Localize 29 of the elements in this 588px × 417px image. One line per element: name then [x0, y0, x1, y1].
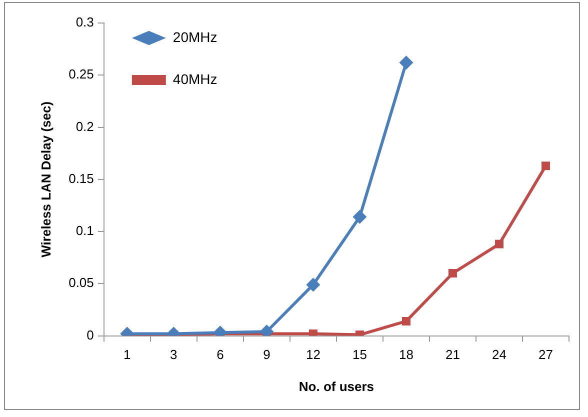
- y-axis-title: Wireless LAN Delay (sec): [38, 101, 54, 258]
- y-tick-label: 0.2: [76, 118, 94, 134]
- x-tick-label: 24: [492, 347, 506, 362]
- x-tick-label: 12: [306, 347, 320, 362]
- y-tick-label: 0.1: [76, 223, 94, 238]
- x-axis-title: No. of users: [298, 378, 374, 394]
- point: [399, 56, 414, 70]
- point: [402, 316, 410, 326]
- y-tick-label: 0.15: [68, 170, 94, 186]
- x-tick-label: 6: [216, 347, 224, 362]
- x-tick-label: 9: [263, 347, 270, 362]
- point: [306, 278, 320, 292]
- x-tick-label: 27: [538, 347, 553, 362]
- point: [448, 269, 457, 278]
- point: [494, 240, 504, 248]
- x-tick-label: 3: [170, 347, 178, 362]
- x-tick-label: 1: [124, 347, 131, 362]
- point: [352, 210, 367, 224]
- y-tick-label: 0.3: [76, 14, 94, 30]
- x-tick-label: 18: [398, 347, 414, 362]
- point: [308, 329, 318, 336]
- x-tick-label: 21: [445, 347, 460, 362]
- y-tick-label: 0.05: [68, 275, 94, 290]
- y-tick-label: 0: [86, 327, 94, 342]
- point: [542, 162, 550, 170]
- legend-label: 20MHz: [172, 28, 218, 45]
- x-tick-label: 15: [352, 347, 367, 362]
- legend-label: 40MHz: [172, 70, 218, 87]
- y-tick-label: 0.25: [68, 66, 94, 82]
